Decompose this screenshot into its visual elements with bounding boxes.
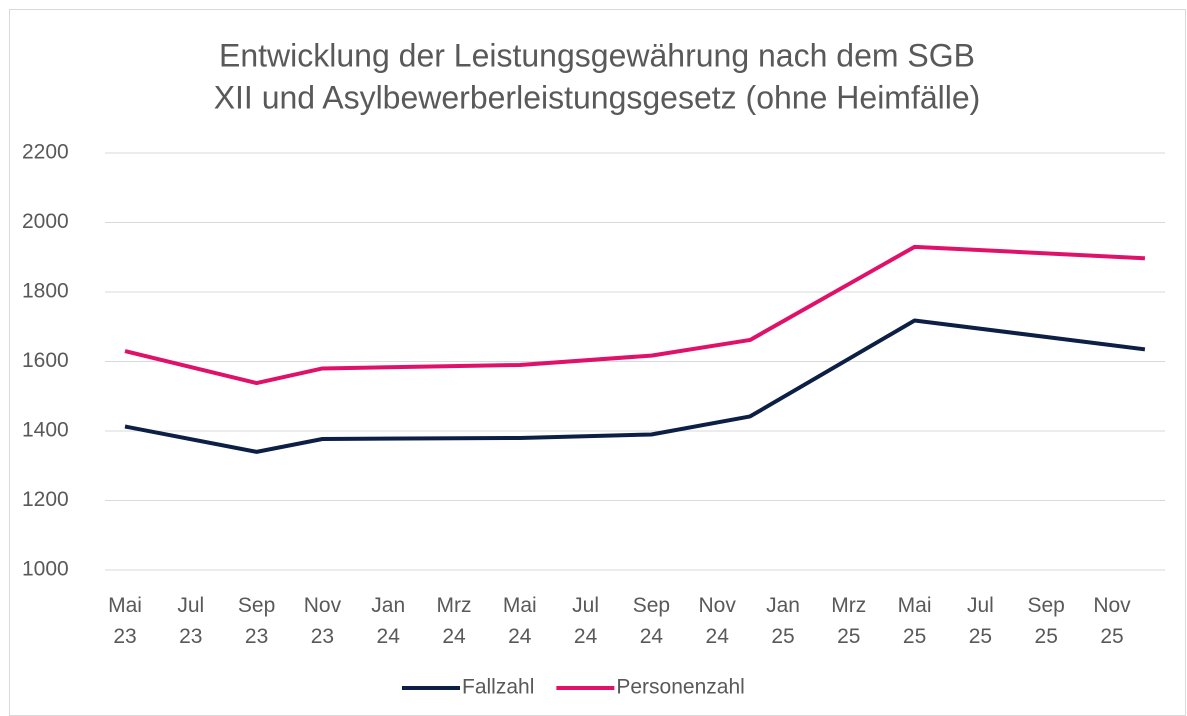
x-tick-label: Jul 25 xyxy=(967,594,994,648)
x-tick-label: Jul 23 xyxy=(177,594,204,648)
chart-title: XII und Asylbewerberleistungsgesetz (ohn… xyxy=(214,79,981,115)
x-tick-label: Mai 24 xyxy=(503,594,537,648)
y-tick-label: 1400 xyxy=(22,419,69,442)
x-tick-label: Nov 25 xyxy=(1093,594,1131,648)
y-tick-label: 1000 xyxy=(22,558,69,581)
y-tick-label: 2000 xyxy=(22,210,69,233)
y-tick-label: 2200 xyxy=(22,141,69,164)
y-tick-label: 1600 xyxy=(22,349,69,372)
x-tick-label: Nov 23 xyxy=(304,594,342,648)
x-tick-label: Jan 24 xyxy=(371,594,405,648)
y-tick-label: 1800 xyxy=(22,280,69,303)
x-tick-label: Sep 24 xyxy=(633,594,670,648)
x-tick-label: Sep 25 xyxy=(1028,594,1065,648)
x-tick-label: Sep 23 xyxy=(238,594,275,648)
legend-label: Fallzahl xyxy=(462,676,534,699)
x-tick-label: Nov 24 xyxy=(699,594,737,648)
chart-title: Entwicklung der Leistungsgewährung nach … xyxy=(219,37,975,73)
x-tick-label: Mai 23 xyxy=(108,594,142,648)
legend-label: Personenzahl xyxy=(616,676,744,699)
y-tick-label: 1200 xyxy=(22,488,69,511)
x-tick-label: Jul 24 xyxy=(572,594,599,648)
x-tick-label: Mai 25 xyxy=(898,594,932,648)
chart-border xyxy=(9,9,1186,716)
x-tick-label: Mrz 25 xyxy=(831,594,866,648)
x-tick-label: Mrz 24 xyxy=(437,594,472,648)
line-series xyxy=(124,244,1145,386)
line-series xyxy=(124,318,1146,454)
x-tick-label: Jan 25 xyxy=(766,594,800,648)
